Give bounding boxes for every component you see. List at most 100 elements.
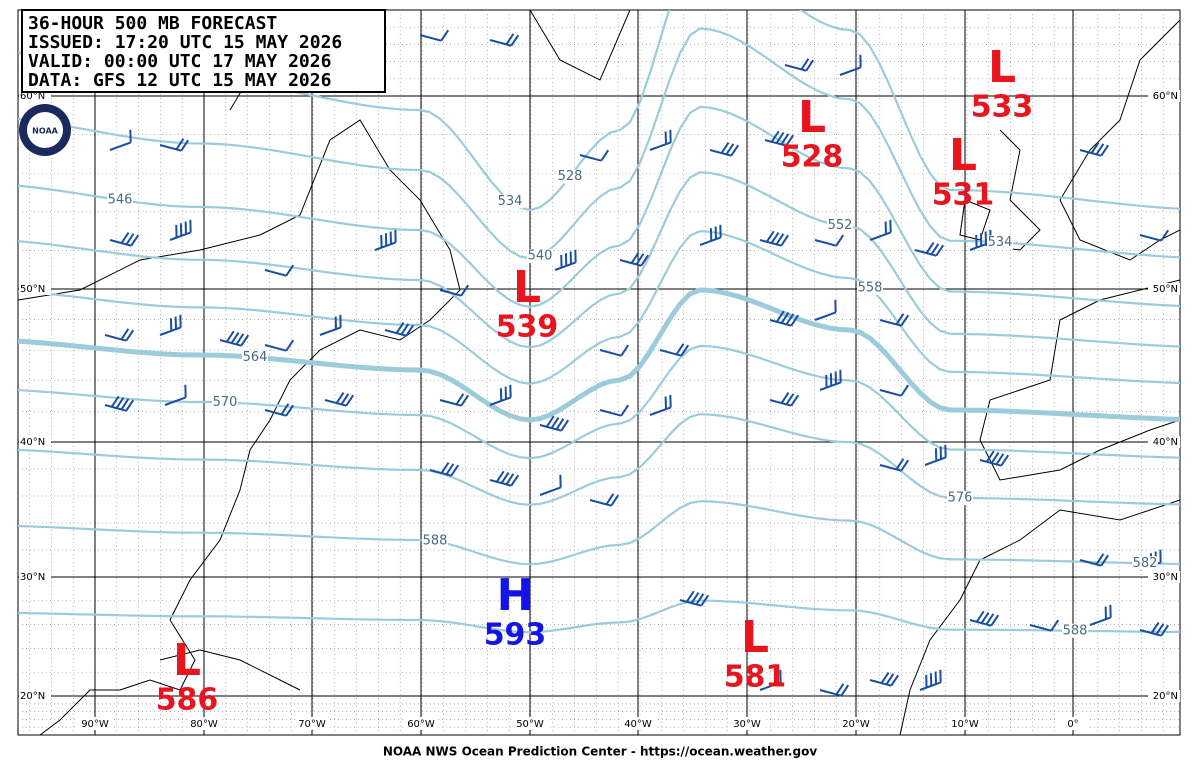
logo-inner (27, 112, 63, 148)
contour (18, 344, 1180, 460)
barb-feather (620, 404, 630, 417)
barb-feather (334, 316, 337, 330)
barb-feather (779, 669, 782, 683)
barb-feather (1109, 604, 1112, 618)
barb-feather (440, 29, 450, 42)
barb-feather (560, 254, 563, 268)
contour (18, 599, 1180, 634)
center-value: 586 (156, 683, 219, 718)
barb-feather (1095, 143, 1105, 155)
wind-barb (439, 393, 470, 407)
barb-staff (599, 409, 622, 417)
barb-feather (934, 448, 938, 461)
barb-feather (129, 129, 132, 143)
barb-feather (765, 230, 775, 243)
barb-feather (929, 673, 933, 686)
latitude-label: 40°N (20, 437, 45, 448)
labels: 60°N 60°N 50°N 50°N 40°N 40°N 30°N 30°N 20°N 20°N… (19, 42, 1180, 730)
wind-barb (539, 474, 562, 496)
wind-barb (264, 264, 295, 277)
latitude-label: 50°N (20, 284, 45, 295)
barb-feather (559, 474, 562, 488)
barb-feather (790, 394, 800, 407)
barb-staff (814, 239, 837, 247)
contour-label-bg (242, 350, 268, 365)
title-line: DATA: GFS 12 UTC 15 MAY 2026 (28, 70, 331, 91)
contour-label-bg (527, 249, 553, 264)
wind-barb (979, 450, 1010, 467)
barb-feather (394, 229, 397, 243)
barb-feather (1100, 554, 1110, 567)
barb-feather (509, 384, 512, 398)
barb-feather (725, 143, 735, 155)
lat-label-bg (1148, 90, 1180, 102)
barb-feather (695, 593, 705, 605)
barb-feather (635, 253, 645, 265)
wind-barb (814, 299, 837, 321)
barb-staff (264, 409, 287, 417)
barb-feather (775, 233, 785, 245)
barb-feather (285, 339, 295, 352)
wind-barb (1139, 621, 1170, 637)
barb-feather (345, 394, 355, 407)
barb-feather (990, 451, 1000, 464)
contour-label: 534 (498, 194, 523, 209)
barb-feather (555, 418, 565, 430)
wind-barb (914, 241, 945, 257)
wind-barb (869, 671, 900, 687)
title-box (21, 9, 386, 93)
barb-feather (720, 141, 730, 154)
barb-feather (285, 264, 295, 277)
barb-feather (455, 393, 465, 405)
contour-label-bg (1062, 623, 1088, 638)
logo-text: NOAA (32, 127, 58, 136)
lat-label-bg (1148, 571, 1180, 583)
barb-feather (889, 219, 892, 233)
wind-barb (759, 230, 790, 247)
contour (18, 500, 1180, 566)
lat-label-bg (1148, 283, 1180, 295)
barb-feather (605, 493, 615, 505)
barb-feather (890, 674, 900, 687)
barb-staff (969, 619, 992, 627)
barb-feather (120, 398, 130, 410)
barb-staff (879, 389, 902, 397)
wind-barb (879, 313, 910, 327)
barb-feather (340, 393, 350, 405)
barb-feather (630, 251, 640, 264)
barb-feather (395, 321, 405, 334)
center-value: 593 (484, 618, 547, 653)
wind-barb (164, 384, 187, 406)
wind-barb (489, 33, 520, 47)
barb-feather (120, 231, 130, 244)
barb-feather (510, 474, 520, 487)
barb-feather (1159, 549, 1162, 563)
lon-label-bg (839, 717, 873, 730)
barb-feather (895, 458, 905, 470)
barb-staff (554, 261, 577, 271)
contour-label-bg (827, 218, 853, 233)
barb-feather (939, 446, 942, 460)
latitude-label: 40°N (1153, 437, 1178, 448)
contour-label: 528 (558, 169, 583, 184)
wind-barb (554, 249, 577, 271)
barb-feather (780, 234, 790, 247)
barb-feather (445, 463, 455, 475)
wind-barb (869, 219, 892, 241)
wind-barb (589, 493, 620, 507)
wind-barb (384, 321, 415, 337)
barb-staff (759, 681, 782, 691)
barb-staff (814, 311, 837, 321)
barb-staff (489, 39, 512, 47)
wind-barb (814, 234, 845, 247)
barb-feather (125, 233, 135, 245)
barb-feather (995, 453, 1005, 465)
wind-barb (1079, 553, 1110, 567)
barb-feather (564, 253, 568, 266)
barb-feather (495, 470, 505, 483)
barb-staff (319, 326, 342, 336)
barb-staff (619, 259, 642, 267)
barb-feather (1160, 229, 1170, 242)
barb-feather (389, 231, 392, 245)
